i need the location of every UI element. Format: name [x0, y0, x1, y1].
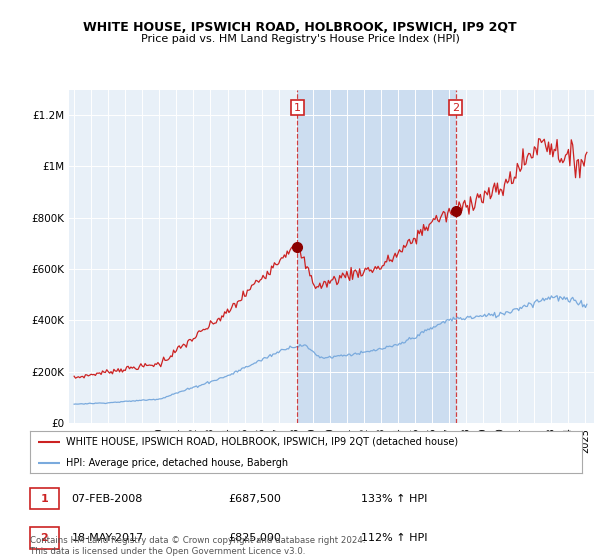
- Text: £825,000: £825,000: [229, 533, 281, 543]
- Text: 2: 2: [452, 102, 459, 113]
- FancyBboxPatch shape: [30, 528, 59, 549]
- Text: 18-MAY-2017: 18-MAY-2017: [71, 533, 143, 543]
- Text: WHITE HOUSE, IPSWICH ROAD, HOLBROOK, IPSWICH, IP9 2QT (detached house): WHITE HOUSE, IPSWICH ROAD, HOLBROOK, IPS…: [66, 437, 458, 447]
- Text: 1: 1: [294, 102, 301, 113]
- Text: 112% ↑ HPI: 112% ↑ HPI: [361, 533, 428, 543]
- FancyBboxPatch shape: [30, 488, 59, 509]
- Bar: [297, 90, 455, 423]
- Text: HPI: Average price, detached house, Babergh: HPI: Average price, detached house, Babe…: [66, 458, 288, 468]
- Text: WHITE HOUSE, IPSWICH ROAD, HOLBROOK, IPSWICH, IP9 2QT: WHITE HOUSE, IPSWICH ROAD, HOLBROOK, IPS…: [83, 21, 517, 34]
- Text: £687,500: £687,500: [229, 494, 281, 503]
- Text: 2: 2: [40, 533, 48, 543]
- Text: Price paid vs. HM Land Registry's House Price Index (HPI): Price paid vs. HM Land Registry's House …: [140, 34, 460, 44]
- Text: Contains HM Land Registry data © Crown copyright and database right 2024.
This d: Contains HM Land Registry data © Crown c…: [30, 536, 365, 556]
- Text: 1: 1: [40, 494, 48, 503]
- Text: 07-FEB-2008: 07-FEB-2008: [71, 494, 143, 503]
- Text: 133% ↑ HPI: 133% ↑ HPI: [361, 494, 428, 503]
